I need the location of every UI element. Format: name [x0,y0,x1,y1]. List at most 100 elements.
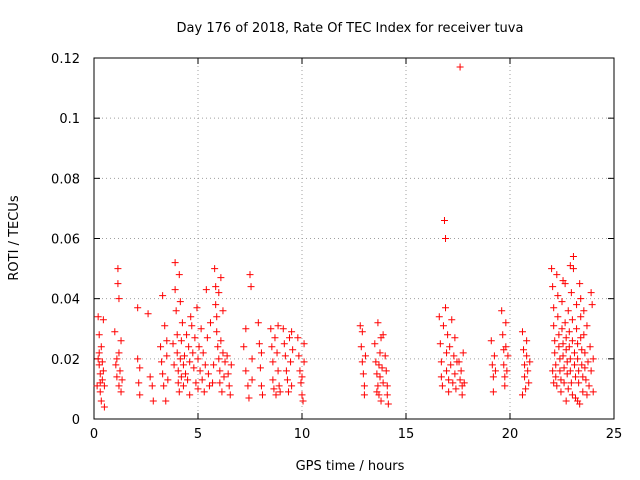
data-point [198,376,206,384]
data-point [587,289,595,297]
data-point [437,373,445,381]
data-point [160,382,168,390]
data-point [501,382,509,390]
data-point [458,391,466,399]
data-point [579,388,587,396]
data-point [382,367,390,375]
x-axis-ticks: 0 5 10 15 20 25 [90,58,622,442]
y-tick-label: 0.1 [59,112,80,127]
data-point [97,397,105,405]
data-point [589,388,597,396]
data-point [567,379,575,387]
data-point [450,352,458,360]
data-point [566,367,574,375]
data-point [575,367,583,375]
data-point [212,301,220,309]
data-point [99,316,107,324]
data-point [286,334,294,342]
data-point [193,304,201,312]
data-point [267,325,275,333]
data-point [114,280,122,288]
data-point [577,313,585,321]
data-point [94,313,102,321]
data-point [435,313,443,321]
data-point [224,370,232,378]
data-point [213,313,221,321]
data-point [134,304,142,312]
data-point [444,331,452,339]
data-point [148,382,156,390]
data-point [227,361,235,369]
data-point [300,358,308,366]
data-point [136,391,144,399]
data-point [175,388,183,396]
data-point [219,349,227,357]
data-point [371,340,379,348]
data-point [574,340,582,348]
data-point [95,349,103,357]
data-point [210,361,218,369]
data-point [298,391,306,399]
data-point [182,370,190,378]
data-point [359,370,367,378]
data-point [100,382,108,390]
data-point [223,352,231,360]
data-point [197,325,205,333]
data-point [283,376,291,384]
data-point [449,379,457,387]
data-point [520,346,528,354]
data-point [113,373,121,381]
data-point [212,283,220,291]
data-point [164,376,172,384]
data-point [442,304,450,312]
data-point [189,349,197,357]
data-point [195,343,203,351]
data-point [273,349,281,357]
data-point [178,319,186,327]
data-point [358,328,366,336]
data-point [117,388,125,396]
data-point [583,391,591,399]
data-point [171,286,179,294]
data-point [221,358,229,366]
data-point [246,271,254,279]
data-point [242,325,250,333]
data-point [170,361,178,369]
data-point [245,394,253,402]
data-point [551,337,559,345]
data-point [177,337,185,345]
data-point [384,400,392,408]
data-point [247,283,255,291]
data-point [203,334,211,342]
data-point [171,259,179,267]
data-point [194,355,202,363]
data-point [202,286,210,294]
data-point [524,367,532,375]
data-point [135,379,143,387]
data-point [372,358,380,366]
data-point [563,358,571,366]
x-tick-label: 10 [294,427,311,442]
data-point [379,331,387,339]
data-point [272,391,280,399]
data-point [558,325,566,333]
data-point [248,376,256,384]
data-point [560,379,568,387]
data-point [568,391,576,399]
data-point [214,343,222,351]
data-point [217,337,225,345]
data-point [274,367,282,375]
data-point [94,355,102,363]
data-point [548,265,556,273]
data-point [201,361,209,369]
data-point [275,382,283,390]
data-point [521,361,529,369]
data-point [161,322,169,330]
data-point [587,367,595,375]
data-point [179,361,187,369]
data-point [570,361,578,369]
data-point [169,340,177,348]
data-point [378,364,386,372]
data-point [217,274,225,282]
data-point [216,367,224,375]
